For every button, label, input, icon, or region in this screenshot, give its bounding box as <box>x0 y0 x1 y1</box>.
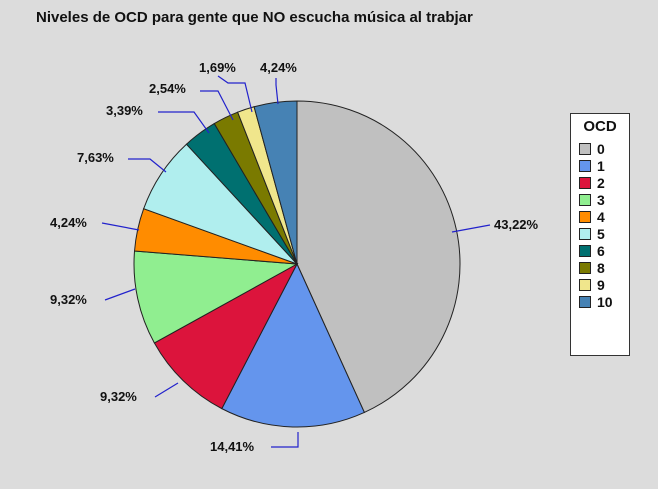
legend-item-1: 1 <box>579 157 629 174</box>
pie-slice-10 <box>253 100 298 265</box>
slice-label-8: 2,54% <box>149 81 186 96</box>
slice-label-4: 4,24% <box>50 215 87 230</box>
legend-item-3: 3 <box>579 191 629 208</box>
legend-label: 9 <box>597 276 605 293</box>
slice-label-6: 3,39% <box>106 103 143 118</box>
pie-slice-1 <box>221 262 366 428</box>
legend-title: OCD <box>583 118 617 135</box>
slice-label-9: 1,69% <box>199 60 236 75</box>
chart-title: Niveles de OCD para gente que NO escucha… <box>36 9 473 26</box>
legend-swatch <box>579 244 591 257</box>
leader-line-0 <box>451 224 491 233</box>
legend-label: 10 <box>597 293 613 310</box>
leader-line-3 <box>104 288 136 301</box>
legend-label: 5 <box>597 225 605 242</box>
legend-label: 4 <box>597 208 605 225</box>
legend-label: 1 <box>597 157 605 174</box>
legend-items: 0 1 2 3 4 5 6 8 9 10 <box>571 140 629 310</box>
legend-item-0: 0 <box>579 140 629 157</box>
legend-item-8: 8 <box>579 259 629 276</box>
leader-line-10 <box>275 78 279 105</box>
pie-slice-2 <box>153 262 299 410</box>
legend-label: 3 <box>597 191 605 208</box>
pie-slice-0 <box>296 100 461 414</box>
legend-swatch <box>579 278 591 291</box>
legend-label: 8 <box>597 259 605 276</box>
legend-label: 6 <box>597 242 605 259</box>
leader-line-1 <box>271 432 299 448</box>
slice-label-3: 9,32% <box>50 292 87 307</box>
legend-item-10: 10 <box>579 293 629 310</box>
slice-label-1: 14,41% <box>210 439 255 454</box>
slice-label-2: 9,32% <box>100 389 137 404</box>
pie-slice-3 <box>133 250 299 344</box>
slice-label-0: 43,22% <box>494 217 539 232</box>
legend-item-4: 4 <box>579 208 629 225</box>
leader-line-2 <box>154 382 179 398</box>
slice-label-10: 4,24% <box>260 60 297 75</box>
legend: OCD 0 1 2 3 4 5 6 8 9 10 <box>570 113 630 356</box>
slice-label-5: 7,63% <box>77 150 114 165</box>
legend-swatch <box>579 210 591 223</box>
leader-line-5 <box>128 158 167 173</box>
legend-label: 2 <box>597 174 605 191</box>
legend-swatch <box>579 176 591 189</box>
leader-line-6 <box>158 111 210 134</box>
legend-swatch <box>579 227 591 240</box>
legend-item-5: 5 <box>579 225 629 242</box>
legend-item-6: 6 <box>579 242 629 259</box>
legend-swatch <box>579 261 591 274</box>
legend-swatch <box>579 142 591 155</box>
legend-item-9: 9 <box>579 276 629 293</box>
legend-label: 0 <box>597 140 605 157</box>
legend-swatch <box>579 295 591 308</box>
legend-item-2: 2 <box>579 174 629 191</box>
legend-swatch <box>579 193 591 206</box>
legend-swatch <box>579 159 591 172</box>
leader-line-9 <box>217 75 253 113</box>
leader-line-8 <box>200 90 234 121</box>
leader-line-4 <box>101 222 140 231</box>
